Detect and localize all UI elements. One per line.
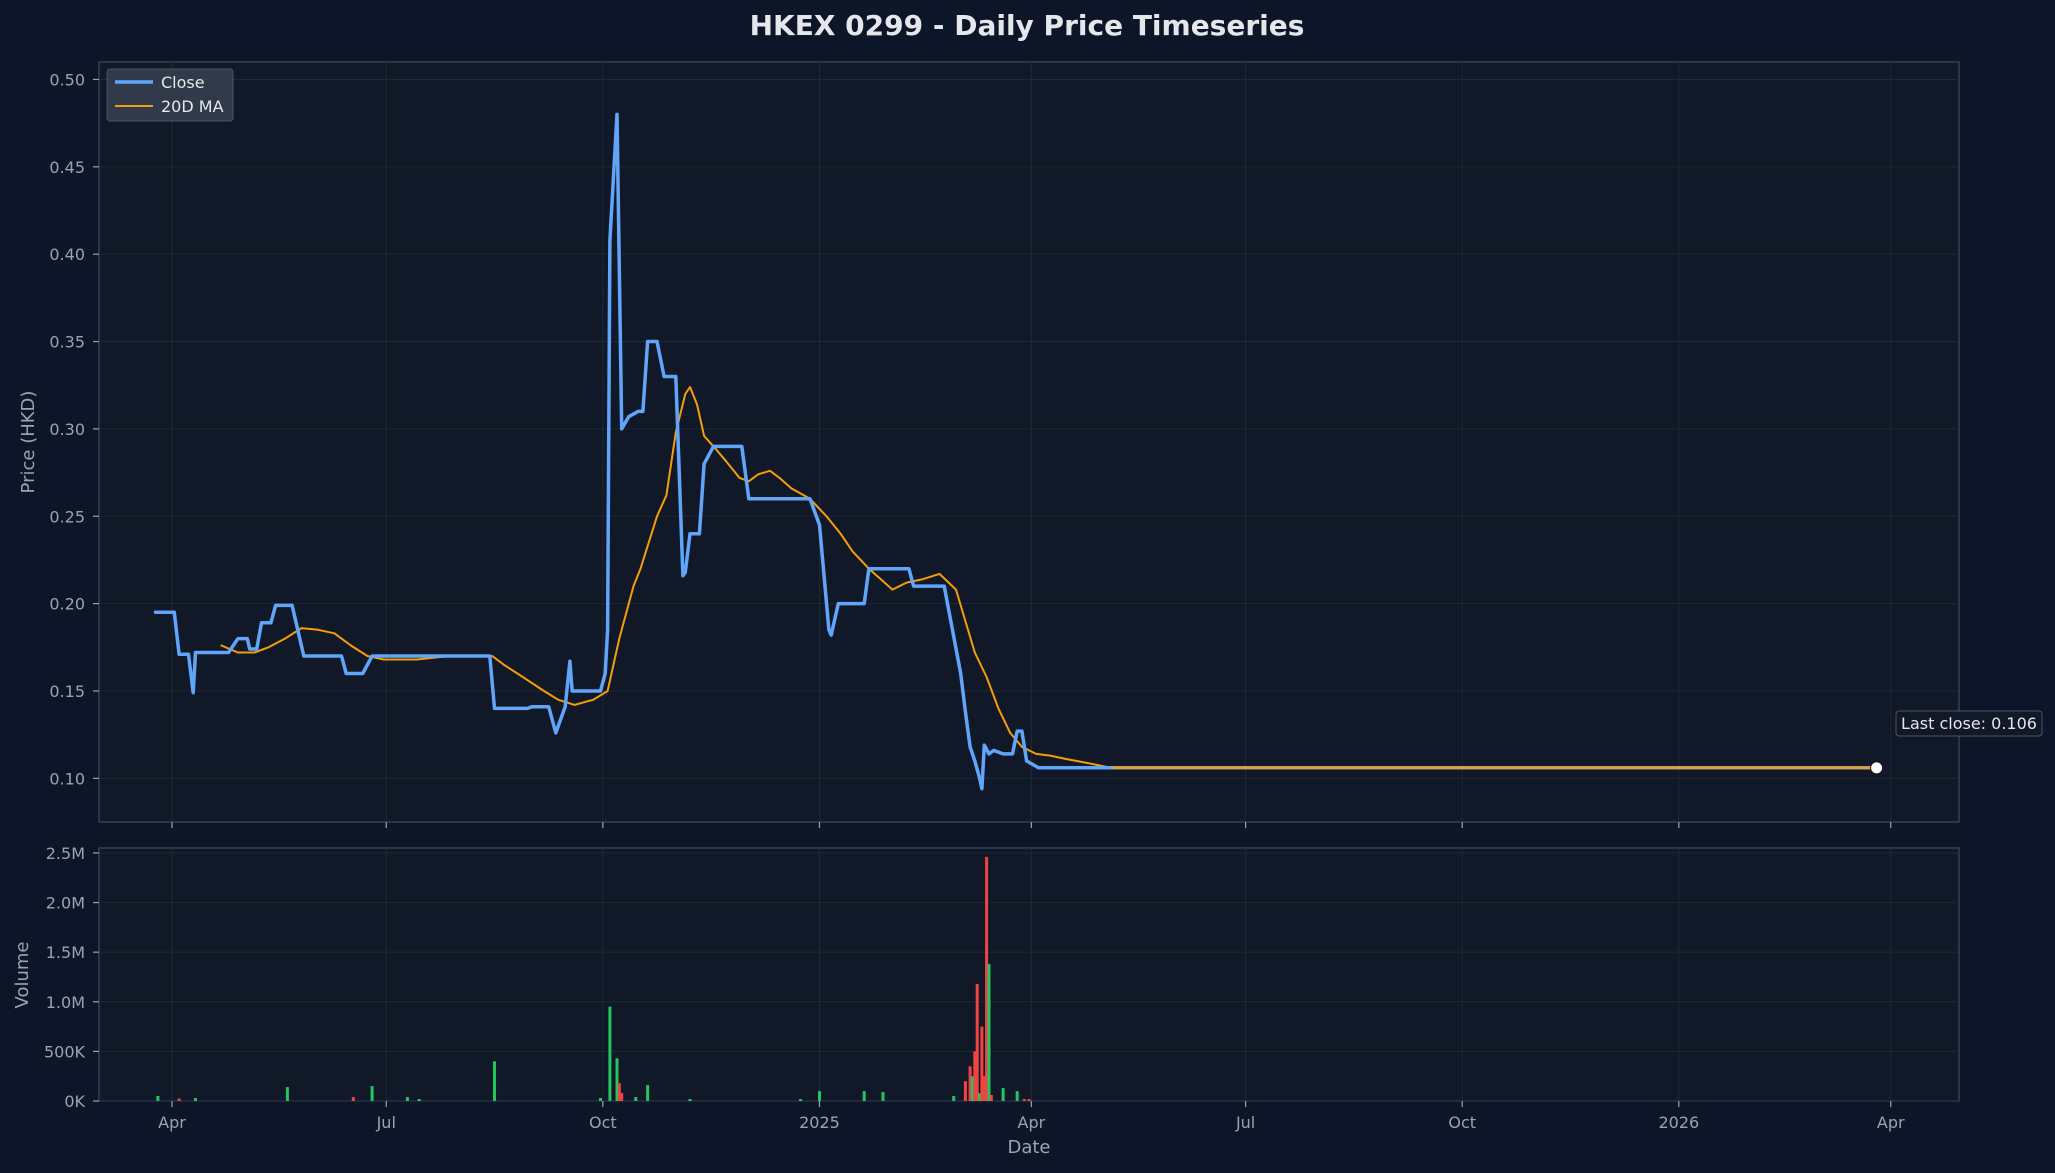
price-y-tick-label: 0.30 bbox=[49, 420, 85, 439]
price-plot-area bbox=[98, 61, 1960, 823]
volume-bar[interactable] bbox=[351, 1097, 355, 1101]
price-y-tick-label: 0.20 bbox=[49, 595, 85, 614]
x-tick-label: Apr bbox=[158, 1113, 186, 1132]
price-y-ticks: 0.10 0.15 0.20 0.25 0.30 0.35 0.40 0.45 0.50 bbox=[49, 70, 99, 788]
volume-bar[interactable] bbox=[405, 1097, 409, 1101]
last-close-marker[interactable] bbox=[1870, 761, 1884, 775]
volume-bar[interactable] bbox=[1027, 1099, 1031, 1101]
legend-ma-label: 20D MA bbox=[161, 97, 224, 116]
volume-bar[interactable] bbox=[1022, 1099, 1026, 1101]
volume-bar[interactable] bbox=[978, 1093, 982, 1101]
price-y-tick-label: 0.15 bbox=[49, 682, 85, 701]
volume-plot-area bbox=[98, 847, 1960, 1102]
volume-bar[interactable] bbox=[985, 856, 989, 1101]
price-y-tick-label: 0.35 bbox=[49, 333, 85, 352]
volume-bar[interactable] bbox=[987, 964, 991, 1101]
volume-y-tick-label: 2.5M bbox=[46, 844, 85, 863]
volume-y-tick-label: 1.5M bbox=[46, 943, 85, 962]
ma-line[interactable] bbox=[220, 386, 1878, 769]
volume-bar[interactable] bbox=[194, 1098, 197, 1101]
volume-bar[interactable] bbox=[177, 1098, 181, 1102]
x-tick-label: Apr bbox=[1018, 1113, 1046, 1132]
price-y-tick-label: 0.10 bbox=[49, 769, 85, 788]
volume-bar[interactable] bbox=[818, 1091, 821, 1101]
volume-grid bbox=[99, 848, 1959, 1102]
x-tick-label: Jul bbox=[1235, 1113, 1255, 1132]
volume-bar[interactable] bbox=[963, 1081, 967, 1101]
volume-y-ticks: 0K 500K 1.0M 1.5M 2.0M 2.5M bbox=[44, 844, 99, 1111]
x-tick-label: 2025 bbox=[799, 1113, 840, 1132]
volume-bar[interactable] bbox=[971, 1076, 974, 1101]
close-line[interactable] bbox=[153, 112, 1879, 791]
volume-bar[interactable] bbox=[989, 1095, 993, 1101]
volume-bar[interactable] bbox=[646, 1085, 650, 1101]
x-tick-label: Oct bbox=[1448, 1113, 1476, 1132]
price-x-ticks bbox=[171, 822, 1892, 828]
volume-bar[interactable] bbox=[156, 1096, 160, 1101]
volume-bar[interactable] bbox=[968, 1066, 972, 1101]
price-series[interactable] bbox=[153, 112, 1879, 791]
legend[interactable]: Close 20D MA bbox=[106, 68, 234, 122]
volume-bars[interactable] bbox=[156, 856, 1031, 1102]
x-tick-label: 2026 bbox=[1658, 1113, 1699, 1132]
volume-y-tick-label: 1.0M bbox=[46, 993, 85, 1012]
volume-bar[interactable] bbox=[1015, 1091, 1019, 1101]
volume-bar[interactable] bbox=[881, 1092, 885, 1101]
volume-bar[interactable] bbox=[952, 1096, 956, 1101]
volume-bar[interactable] bbox=[285, 1087, 289, 1101]
volume-bar[interactable] bbox=[973, 1051, 977, 1101]
last-close-label: Last close: 0.106 bbox=[1895, 710, 2043, 737]
chart-title: HKEX 0299 - Daily Price Timeseries bbox=[750, 9, 1305, 42]
last-close-label-box bbox=[1895, 710, 2043, 737]
volume-bar[interactable] bbox=[370, 1086, 374, 1101]
volume-bar[interactable] bbox=[975, 983, 979, 1101]
volume-bar[interactable] bbox=[799, 1099, 803, 1101]
x-tick-label: Oct bbox=[589, 1113, 617, 1132]
price-y-tick-label: 0.45 bbox=[49, 158, 85, 177]
volume-panel: 0K 500K 1.0M 1.5M 2.0M 2.5M Apr Jul Oct 2025 Apr J… bbox=[12, 844, 1960, 1158]
price-y-axis-label: Price (HKD) bbox=[18, 391, 39, 494]
volume-bar[interactable] bbox=[599, 1098, 602, 1101]
x-axis-label: Date bbox=[1007, 1137, 1050, 1158]
x-tick-label: Jul bbox=[376, 1113, 396, 1132]
volume-y-axis-label: Volume bbox=[12, 942, 33, 1009]
volume-bar[interactable] bbox=[493, 1061, 496, 1101]
volume-y-tick-label: 0K bbox=[64, 1092, 85, 1111]
price-grid bbox=[99, 62, 1959, 822]
volume-x-ticks: Apr Jul Oct 2025 Apr Jul Oct 2026 Apr bbox=[158, 1101, 1905, 1132]
volume-y-tick-label: 500K bbox=[44, 1042, 86, 1061]
volume-bar[interactable] bbox=[417, 1099, 421, 1101]
volume-bar[interactable] bbox=[688, 1099, 692, 1101]
last-close-label-text: Last close: 0.106 bbox=[1901, 714, 2037, 733]
volume-bar[interactable] bbox=[980, 1026, 984, 1101]
volume-bar[interactable] bbox=[620, 1093, 624, 1101]
price-panel: 0.10 0.15 0.20 0.25 0.30 0.35 0.40 0.45 0.50 Las… bbox=[18, 61, 2043, 828]
volume-bar[interactable] bbox=[862, 1091, 866, 1101]
volume-bar[interactable] bbox=[615, 1058, 619, 1101]
legend-close-label: Close bbox=[161, 73, 205, 92]
price-y-tick-label: 0.25 bbox=[49, 507, 85, 526]
volume-bar[interactable] bbox=[617, 1083, 621, 1101]
price-y-tick-label: 0.40 bbox=[49, 245, 85, 264]
price-y-tick-label: 0.50 bbox=[49, 70, 85, 89]
volume-bar[interactable] bbox=[982, 1076, 986, 1101]
volume-bar[interactable] bbox=[634, 1097, 638, 1101]
volume-y-tick-label: 2.0M bbox=[46, 894, 85, 913]
volume-bar[interactable] bbox=[1001, 1088, 1005, 1101]
x-tick-label: Apr bbox=[1877, 1113, 1905, 1132]
volume-bar[interactable] bbox=[608, 1006, 612, 1101]
